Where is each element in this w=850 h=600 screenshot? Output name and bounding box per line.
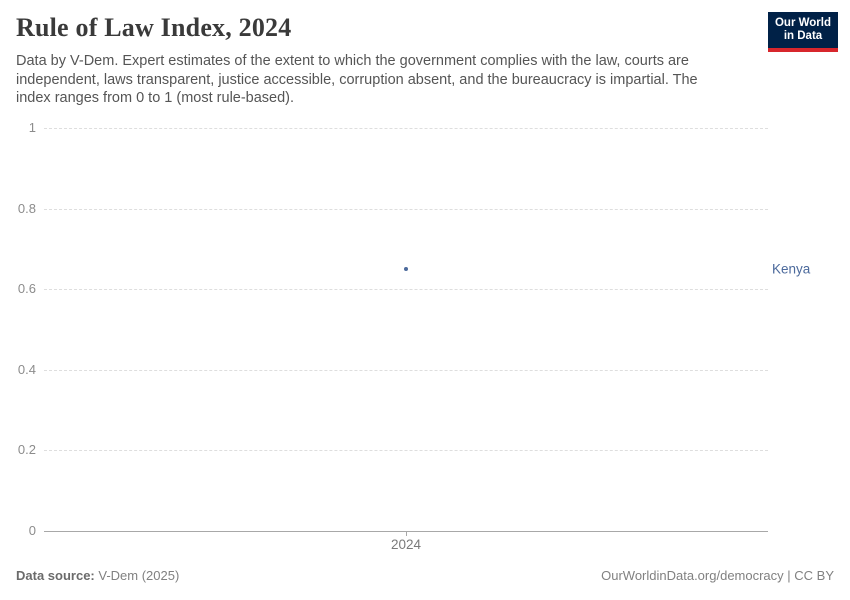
y-axis-labels: 0 0.2 0.4 0.6 0.8 1 xyxy=(0,120,36,538)
x-axis-tick xyxy=(406,531,407,536)
gridline xyxy=(44,128,768,129)
y-tick-label: 0.6 xyxy=(17,281,36,297)
owid-logo-line1: Our World xyxy=(774,16,831,29)
y-tick-label: 0.4 xyxy=(17,361,36,377)
credit-link[interactable]: OurWorldinData.org/democracy | CC BY xyxy=(601,568,834,583)
plot-area: 2024 xyxy=(44,128,768,552)
owid-logo-line2: in Data xyxy=(783,30,823,42)
x-axis-line xyxy=(44,531,768,532)
data-source-label: Data source: xyxy=(16,568,95,583)
entity-label-kenya[interactable]: Kenya xyxy=(772,261,811,277)
y-tick-label: 0.8 xyxy=(17,200,36,216)
y-tick-label: 0.2 xyxy=(17,442,36,458)
gridline xyxy=(44,369,768,371)
chart-footer: Data source: V-Dem (2025) OurWorldinData… xyxy=(16,568,834,583)
chart-subtitle: Data by V-Dem. Expert estimates of the e… xyxy=(16,53,698,106)
x-tick-label: 2024 xyxy=(390,537,422,552)
gridline xyxy=(44,289,768,291)
gridline xyxy=(44,450,768,452)
data-source: Data source: V-Dem (2025) xyxy=(16,568,179,583)
gridline xyxy=(44,208,768,210)
owid-logo[interactable]: Our World in Data xyxy=(768,12,838,52)
data-point-kenya[interactable] xyxy=(404,267,408,272)
y-tick-label: 1 xyxy=(28,120,36,136)
y-tick-label: 0 xyxy=(28,523,36,539)
data-source-value: V-Dem (2025) xyxy=(94,568,180,583)
page-title: Rule of Law Index, 2024 xyxy=(16,13,292,42)
